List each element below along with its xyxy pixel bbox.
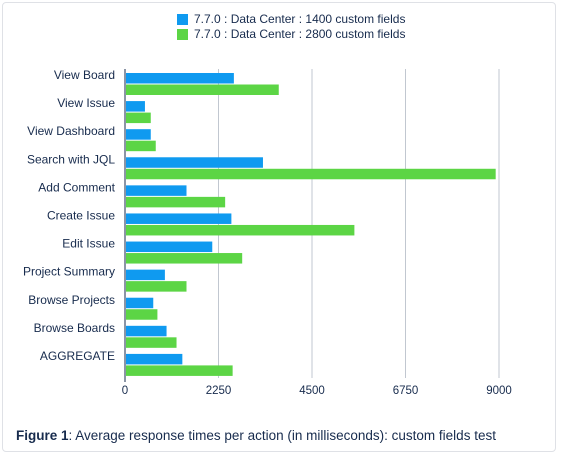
x-tick-label: 6750 xyxy=(393,385,419,397)
bar-series-1 xyxy=(126,325,167,337)
caption-label: Figure 1 xyxy=(16,428,69,443)
bar-series-2 xyxy=(126,281,187,292)
bar-series-2 xyxy=(126,253,243,264)
chart-card: 0 2250 4500 6750 9000 View Board View Issue Vie… xyxy=(2,2,556,452)
category-label: AGGREGATE xyxy=(40,349,115,363)
figure-caption: Figure 1: Average response times per act… xyxy=(16,428,496,443)
bar-series-2 xyxy=(126,140,156,152)
caption-text: : Average response times per action (in … xyxy=(68,428,496,443)
bar-chart: 0 2250 4500 6750 9000 View Board View Issue Vie… xyxy=(23,12,512,397)
legend-swatch xyxy=(177,29,188,40)
bar-series-1 xyxy=(126,129,151,140)
bar-series-1 xyxy=(126,269,165,281)
bar-series-2 xyxy=(126,224,355,236)
x-tick-label: 2250 xyxy=(206,385,232,397)
bar-series-1 xyxy=(126,353,183,365)
legend-label: 7.7.0 : Data Center : 2800 custom fields xyxy=(194,27,405,41)
category-label: Project Summary xyxy=(23,265,115,279)
category-label: View Dashboard xyxy=(27,124,115,138)
category-label: Edit Issue xyxy=(62,237,115,251)
bar-series-1 xyxy=(126,213,232,224)
category-label: Browse Boards xyxy=(34,321,115,335)
x-tick-label: 4500 xyxy=(299,385,325,397)
bar-series-2 xyxy=(126,168,496,180)
bar-series-1 xyxy=(126,185,187,196)
category-label: View Board xyxy=(54,68,115,82)
category-label: Search with JQL xyxy=(27,152,115,166)
x-tick-label: 0 xyxy=(122,385,128,397)
category-label: View Issue xyxy=(57,96,115,110)
bar-series-2 xyxy=(126,112,151,124)
bar-series-1 xyxy=(126,241,213,253)
bar-series-2 xyxy=(126,365,233,376)
bar-series-2 xyxy=(126,309,158,320)
category-label: Add Comment xyxy=(38,180,115,194)
bar-series-2 xyxy=(126,337,177,348)
category-label: Browse Projects xyxy=(28,293,115,307)
category-label: Create Issue xyxy=(47,209,115,223)
bar-series-2 xyxy=(126,196,226,208)
bar-series-1 xyxy=(126,73,234,84)
bar-series-1 xyxy=(126,101,145,112)
legend-swatch xyxy=(177,14,188,25)
bar-series-1 xyxy=(126,157,263,168)
bar-series-2 xyxy=(126,84,279,95)
bar-series-1 xyxy=(126,297,154,309)
legend-label: 7.7.0 : Data Center : 1400 custom fields xyxy=(194,12,405,26)
x-tick-label: 9000 xyxy=(486,385,512,397)
